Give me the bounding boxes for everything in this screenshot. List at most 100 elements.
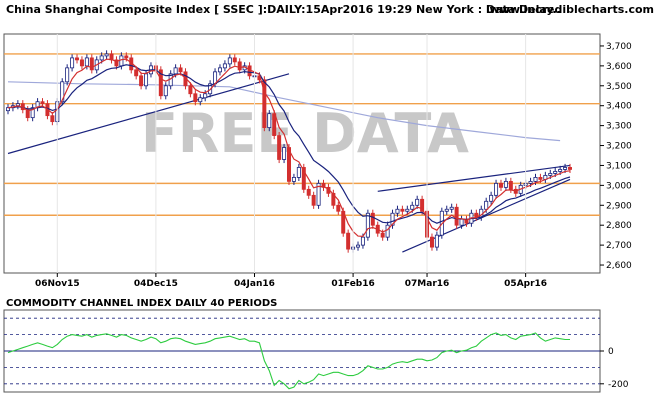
cci-line: [7, 332, 570, 390]
candle-body: [227, 57, 232, 65]
candle-body: [380, 232, 385, 238]
candle-body: [79, 59, 84, 67]
cci-title: COMMODITY CHANNEL INDEX DAILY 40 PERIODS: [6, 298, 277, 309]
candle-body: [528, 180, 533, 184]
candle-body: [405, 208, 410, 212]
candle-body: [198, 97, 203, 103]
price-tick-label: 3,700: [606, 42, 632, 52]
candle-body: [336, 204, 341, 212]
candle-body: [114, 59, 119, 67]
candle-body: [134, 69, 139, 77]
cci-levels: [4, 317, 600, 385]
cci-tick-label: -200: [608, 380, 629, 390]
date-tick-label: 06Nov15: [35, 279, 80, 289]
candle-body: [232, 57, 237, 63]
candle-body: [267, 113, 272, 129]
candle-body: [25, 109, 30, 119]
candle-body: [277, 135, 282, 160]
trendline: [7, 73, 290, 155]
candle-body: [188, 85, 193, 95]
price-panel-frame: [3, 33, 601, 274]
candle-body: [410, 204, 415, 210]
candle-body: [144, 73, 149, 87]
price-tick-label: 2,600: [606, 261, 632, 271]
candle-body: [360, 236, 365, 246]
brand-link[interactable]: www.incrediblecharts.com: [490, 3, 654, 16]
price-axis: 3,700 3,600 3,500 3,400 3,300 3,200 3,100 3,000…: [600, 42, 632, 271]
candle-body: [489, 194, 494, 202]
candle-body: [484, 200, 489, 210]
chart-title: China Shanghai Composite Index [ SSEC ]:…: [6, 3, 561, 16]
candle-body: [346, 232, 351, 250]
candle-body: [494, 182, 499, 196]
candle-body: [449, 206, 454, 210]
candle-body: [124, 55, 129, 59]
candle-body: [356, 244, 361, 248]
candle-body: [262, 79, 267, 129]
price-tick-label: 2,800: [606, 221, 632, 231]
date-tick-label: 04Jan16: [234, 279, 275, 289]
cci-series-line: [7, 332, 570, 390]
candle-body: [331, 192, 336, 206]
candle-body: [70, 57, 75, 69]
short-moving-averages: [7, 58, 571, 238]
fast-ma-line: [7, 58, 571, 238]
candle-body: [65, 67, 70, 83]
candle-body: [370, 212, 375, 226]
watermark: FREE DATA: [141, 102, 469, 165]
price-tick-label: 2,900: [606, 201, 632, 211]
candle-body: [316, 182, 321, 206]
candle-body: [84, 57, 89, 67]
candle-body: [498, 182, 503, 188]
candle-body: [390, 212, 395, 226]
candle-body: [306, 188, 311, 196]
candle-body: [60, 81, 65, 103]
price-panel: FREE DATA 3,700 3,600 3,500 3,400 3,300 3,200…: [3, 33, 632, 289]
candle-body: [434, 234, 439, 248]
candle-body: [558, 169, 563, 172]
candle-body: [568, 167, 573, 170]
candle-body: [163, 85, 168, 97]
price-tick-label: 3,500: [606, 82, 632, 92]
candle-body: [365, 212, 370, 238]
cci-axis: 0 -200: [600, 347, 629, 390]
price-tick-label: 3,100: [606, 161, 632, 171]
candle-body: [282, 147, 287, 160]
candle-body: [533, 176, 538, 182]
candle-body: [286, 147, 291, 182]
date-tick-label: 07Mar16: [405, 279, 450, 289]
candle-body: [272, 113, 277, 136]
trendline: [377, 164, 571, 192]
candle-body: [75, 57, 80, 61]
candle-body: [563, 167, 568, 170]
candle-body: [459, 218, 464, 226]
date-tick-label: 04Dec15: [134, 279, 178, 289]
candle-body: [193, 93, 198, 103]
date-tick-label: 01Feb16: [331, 279, 374, 289]
candle-body: [178, 67, 183, 73]
candle-body: [89, 57, 94, 71]
candle-body: [538, 176, 543, 180]
price-tick-label: 3,200: [606, 142, 632, 152]
cci-tick-label: 0: [608, 347, 614, 357]
candle-body: [548, 173, 553, 176]
candle-body: [454, 206, 459, 226]
candle-body: [139, 75, 144, 87]
candle-body: [291, 176, 296, 182]
long-ma-line: [7, 81, 561, 142]
date-tick-label: 05Apr16: [504, 279, 547, 289]
date-axis: 06Nov15 04Dec15 04Jan16 01Feb16 07Mar16 05Apr…: [35, 34, 547, 289]
candle-body: [40, 101, 45, 105]
price-tick-label: 3,600: [606, 62, 632, 72]
candle-body: [158, 69, 163, 97]
candle-body: [119, 55, 124, 67]
candle-body: [415, 198, 420, 206]
candle-body: [420, 198, 425, 212]
candle-body: [395, 208, 400, 214]
price-tick-label: 3,300: [606, 122, 632, 132]
candle-body: [444, 208, 449, 212]
candle-body: [429, 236, 434, 248]
price-tick-label: 3,400: [606, 102, 632, 112]
candle-body: [104, 53, 109, 57]
